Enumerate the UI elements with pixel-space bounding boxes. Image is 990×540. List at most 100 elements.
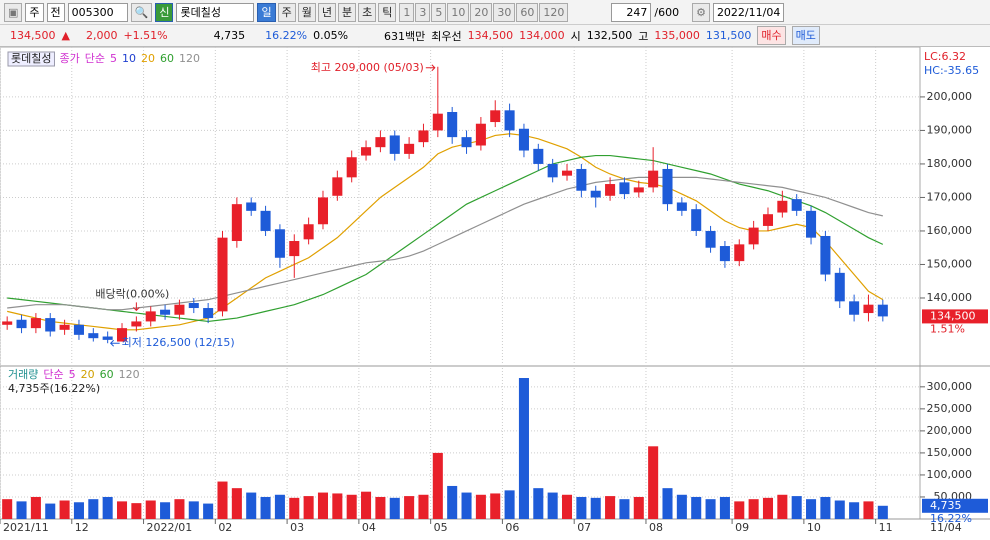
hc-label: HC:-35.65	[924, 64, 979, 77]
y-tick-label: 190,000	[927, 123, 973, 136]
count-max: /600	[654, 5, 680, 19]
tool-button[interactable]: ⚙	[692, 2, 710, 22]
x-tick-label: 02	[218, 521, 232, 534]
volume-bar	[561, 494, 573, 519]
volume-bar	[863, 501, 874, 519]
candle-body	[863, 304, 874, 314]
interval-button[interactable]: 30	[493, 2, 516, 22]
candle-body	[791, 199, 802, 211]
volume-bar	[834, 500, 845, 519]
high-arrow	[425, 64, 436, 72]
candle-body	[849, 301, 860, 315]
search-button[interactable]: 🔍	[130, 2, 153, 22]
period-button[interactable]: 월	[297, 2, 316, 22]
volume-bar	[533, 488, 544, 519]
interval-button[interactable]: 60	[516, 2, 539, 22]
moving-average-line	[7, 176, 883, 311]
candle-body	[461, 137, 472, 148]
x-tick-label: 09	[735, 521, 749, 534]
interval-button[interactable]: 1	[399, 2, 415, 22]
interval-buttons: 1 3 5 10 20 30 60 120	[399, 2, 569, 22]
volume-bar	[203, 503, 214, 519]
legend-label: 5	[69, 368, 76, 381]
period-button[interactable]: 분	[337, 2, 357, 22]
x-tick-label: 05	[434, 521, 448, 534]
x-tick-label: 2021/11	[3, 521, 49, 534]
candle-body	[274, 229, 285, 258]
market-select[interactable]: 주	[25, 2, 44, 22]
stock-name: 롯데칠성	[176, 2, 255, 22]
dividend-annotation: 배당락(0.00%)	[95, 287, 169, 300]
chart: 140,000 150,000 160,000 170,000 180,000 190,0…	[0, 47, 990, 534]
buy-button[interactable]: 매수	[757, 26, 786, 45]
candle-body	[30, 318, 41, 329]
candle-body	[490, 110, 501, 123]
period-button[interactable]: 년	[317, 2, 336, 22]
period-button[interactable]: 주	[277, 2, 296, 22]
y-tick-label: 250,000	[927, 402, 973, 415]
candle-body	[518, 128, 529, 151]
candle-body	[2, 321, 13, 325]
candle-body	[877, 304, 888, 317]
volume-bar	[30, 496, 41, 519]
period-button[interactable]: 초	[358, 2, 377, 22]
volume-bar	[260, 496, 271, 519]
candle-body	[619, 182, 630, 195]
volume-bar	[447, 485, 458, 519]
volume-bar	[605, 496, 616, 519]
interval-button[interactable]: 3	[415, 2, 431, 22]
legend-label: 단순	[85, 52, 105, 65]
volume-bar	[849, 502, 860, 519]
date-input[interactable]: 2022/11/04	[712, 2, 785, 22]
count-input[interactable]: 247	[611, 2, 652, 22]
candle-body	[561, 170, 573, 176]
y-tick-label: 140,000	[927, 291, 973, 304]
volume-bar	[361, 491, 372, 519]
candle-body	[289, 241, 300, 257]
candle-body	[447, 111, 458, 138]
price: 134,500	[10, 29, 56, 42]
last-pct-label: 1.51%	[930, 322, 965, 335]
interval-button[interactable]: 20	[470, 2, 493, 22]
high-label: 고	[638, 29, 649, 43]
ratio: 0.05%	[313, 29, 349, 42]
scope-select[interactable]: 전	[46, 2, 65, 22]
candle-body	[346, 157, 357, 178]
volume-bar	[45, 503, 56, 519]
candle-body	[188, 303, 199, 309]
y-tick-label: 200,000	[927, 90, 973, 103]
candle-body	[576, 168, 587, 191]
x-tick-label: 07	[577, 521, 591, 534]
volume-bar	[518, 378, 529, 519]
candle-body	[88, 333, 99, 339]
bid: 134,000	[519, 29, 565, 42]
x-tick-label: 2022/01	[147, 521, 193, 534]
interval-button[interactable]: 5	[431, 2, 447, 22]
volume-bar	[748, 499, 759, 519]
code-input[interactable]: 005300	[67, 2, 128, 22]
high-annotation: 최고 209,000 (05/03)	[311, 61, 424, 74]
candle-body	[475, 123, 486, 146]
open: 132,500	[586, 29, 633, 42]
candle-body	[705, 230, 716, 248]
legend-label: 60	[160, 52, 174, 65]
last-price-label: 134,500	[930, 309, 976, 322]
candle-body	[734, 244, 745, 262]
volume-bar	[418, 494, 429, 519]
volume-bar	[719, 496, 730, 519]
candle-body	[375, 137, 386, 148]
interval-button[interactable]: 10	[447, 2, 470, 22]
period-button[interactable]: 틱	[378, 2, 397, 22]
candle-body	[820, 235, 831, 275]
sell-button[interactable]: 매도	[791, 26, 820, 45]
period-button[interactable]: 일	[257, 2, 276, 22]
volume-bar	[619, 499, 630, 519]
volume-bar	[131, 503, 142, 519]
interval-button[interactable]: 120	[539, 2, 569, 22]
x-tick-label: 08	[649, 521, 663, 534]
y-tick-label: 100,000	[927, 468, 973, 481]
menu-button[interactable]: ▣	[4, 2, 23, 22]
